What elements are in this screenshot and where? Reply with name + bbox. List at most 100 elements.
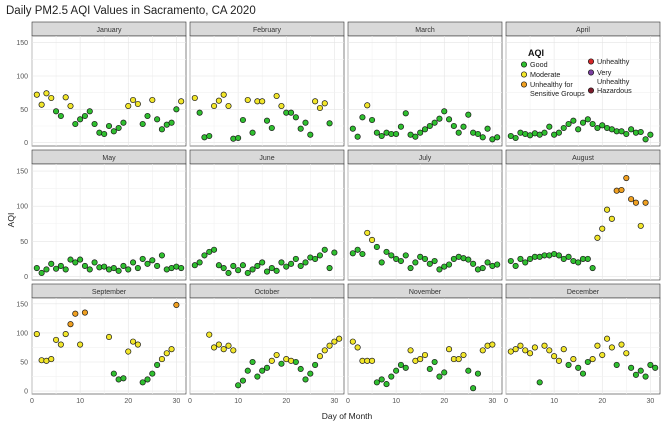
data-point bbox=[196, 259, 203, 266]
data-point bbox=[579, 370, 587, 377]
y-tick-label: 150 bbox=[16, 301, 28, 308]
data-point bbox=[402, 110, 409, 117]
data-point bbox=[465, 256, 472, 263]
legend-marker bbox=[520, 61, 528, 68]
facet-panel bbox=[189, 163, 345, 281]
data-point bbox=[105, 333, 113, 341]
data-point bbox=[215, 341, 222, 348]
data-point bbox=[239, 377, 246, 384]
facet-panel bbox=[189, 35, 345, 147]
data-point bbox=[67, 321, 74, 328]
data-point bbox=[431, 257, 438, 265]
data-point bbox=[125, 266, 132, 273]
y-tick-label: 0 bbox=[24, 389, 28, 396]
y-axis-title: AQI bbox=[6, 213, 16, 228]
data-point bbox=[77, 256, 84, 263]
facet-panel bbox=[505, 35, 661, 147]
data-point bbox=[81, 262, 88, 269]
legend-label: Moderate bbox=[530, 70, 560, 79]
data-point bbox=[565, 361, 572, 368]
data-point bbox=[201, 252, 208, 259]
facet-strip-label: July bbox=[419, 155, 432, 162]
data-point bbox=[623, 130, 630, 138]
data-point bbox=[307, 370, 314, 377]
data-point bbox=[378, 259, 385, 266]
data-point bbox=[191, 262, 198, 269]
data-point bbox=[62, 331, 69, 338]
data-point bbox=[254, 262, 261, 269]
x-tick-label: 10 bbox=[234, 398, 242, 405]
data-point bbox=[421, 351, 429, 359]
data-point bbox=[397, 123, 404, 130]
facet-october: October 0 10 20 30 bbox=[188, 283, 345, 405]
data-point bbox=[517, 255, 524, 262]
x-tick-label: 10 bbox=[76, 398, 84, 405]
y-tick-label: 100 bbox=[16, 204, 28, 211]
data-point bbox=[331, 249, 338, 256]
x-tick-label: 0 bbox=[346, 398, 350, 405]
data-point bbox=[115, 124, 122, 132]
data-point bbox=[110, 370, 117, 377]
data-point bbox=[652, 364, 659, 371]
x-tick-label: 30 bbox=[646, 398, 654, 405]
facet-strip-label: September bbox=[92, 289, 127, 296]
data-point bbox=[149, 370, 156, 377]
facet-strip-label: January bbox=[97, 27, 122, 34]
legend-marker bbox=[587, 58, 595, 65]
data-point bbox=[53, 108, 60, 115]
data-point bbox=[599, 351, 606, 359]
data-point bbox=[316, 104, 323, 112]
data-point bbox=[604, 206, 611, 213]
data-point bbox=[412, 133, 419, 140]
data-point bbox=[431, 358, 438, 366]
legend-label: Good bbox=[530, 60, 548, 69]
data-point bbox=[178, 98, 185, 105]
data-point bbox=[38, 101, 45, 108]
data-point bbox=[494, 134, 501, 141]
data-point bbox=[575, 126, 582, 133]
data-point bbox=[278, 259, 285, 266]
data-point bbox=[158, 356, 165, 363]
facet-panel bbox=[505, 163, 661, 281]
data-point bbox=[570, 356, 577, 363]
data-point bbox=[632, 371, 639, 378]
data-point bbox=[507, 348, 514, 355]
data-point bbox=[517, 342, 524, 349]
data-point bbox=[321, 100, 328, 107]
data-point bbox=[512, 346, 519, 353]
data-point bbox=[215, 97, 222, 104]
data-point bbox=[220, 91, 227, 98]
data-point bbox=[278, 360, 285, 367]
data-point bbox=[555, 357, 562, 364]
data-point bbox=[479, 264, 486, 272]
data-point bbox=[292, 255, 299, 262]
data-point bbox=[173, 301, 180, 309]
data-point bbox=[373, 129, 380, 136]
data-point bbox=[33, 264, 40, 272]
data-point bbox=[369, 116, 376, 124]
y-tick-label: 50 bbox=[20, 360, 28, 367]
data-point bbox=[297, 365, 304, 373]
data-point bbox=[575, 259, 582, 266]
data-point bbox=[421, 126, 429, 133]
data-point bbox=[431, 119, 438, 126]
data-point bbox=[613, 361, 620, 368]
x-tick-label: 0 bbox=[30, 398, 34, 405]
data-point bbox=[470, 385, 477, 392]
data-point bbox=[470, 260, 477, 267]
facet-panel bbox=[31, 163, 187, 281]
facet-strip-label: October bbox=[255, 289, 281, 296]
data-point bbox=[163, 350, 170, 357]
data-point bbox=[139, 255, 146, 262]
data-point bbox=[230, 347, 237, 354]
data-point bbox=[579, 119, 587, 126]
facet-strip-label: November bbox=[409, 289, 442, 296]
legend-item: Unhealthy bbox=[587, 57, 630, 66]
data-point bbox=[43, 90, 50, 97]
data-point bbox=[479, 134, 486, 141]
facet-july: July bbox=[347, 149, 503, 281]
facet-december: December 0 10 20 30 bbox=[504, 283, 661, 405]
